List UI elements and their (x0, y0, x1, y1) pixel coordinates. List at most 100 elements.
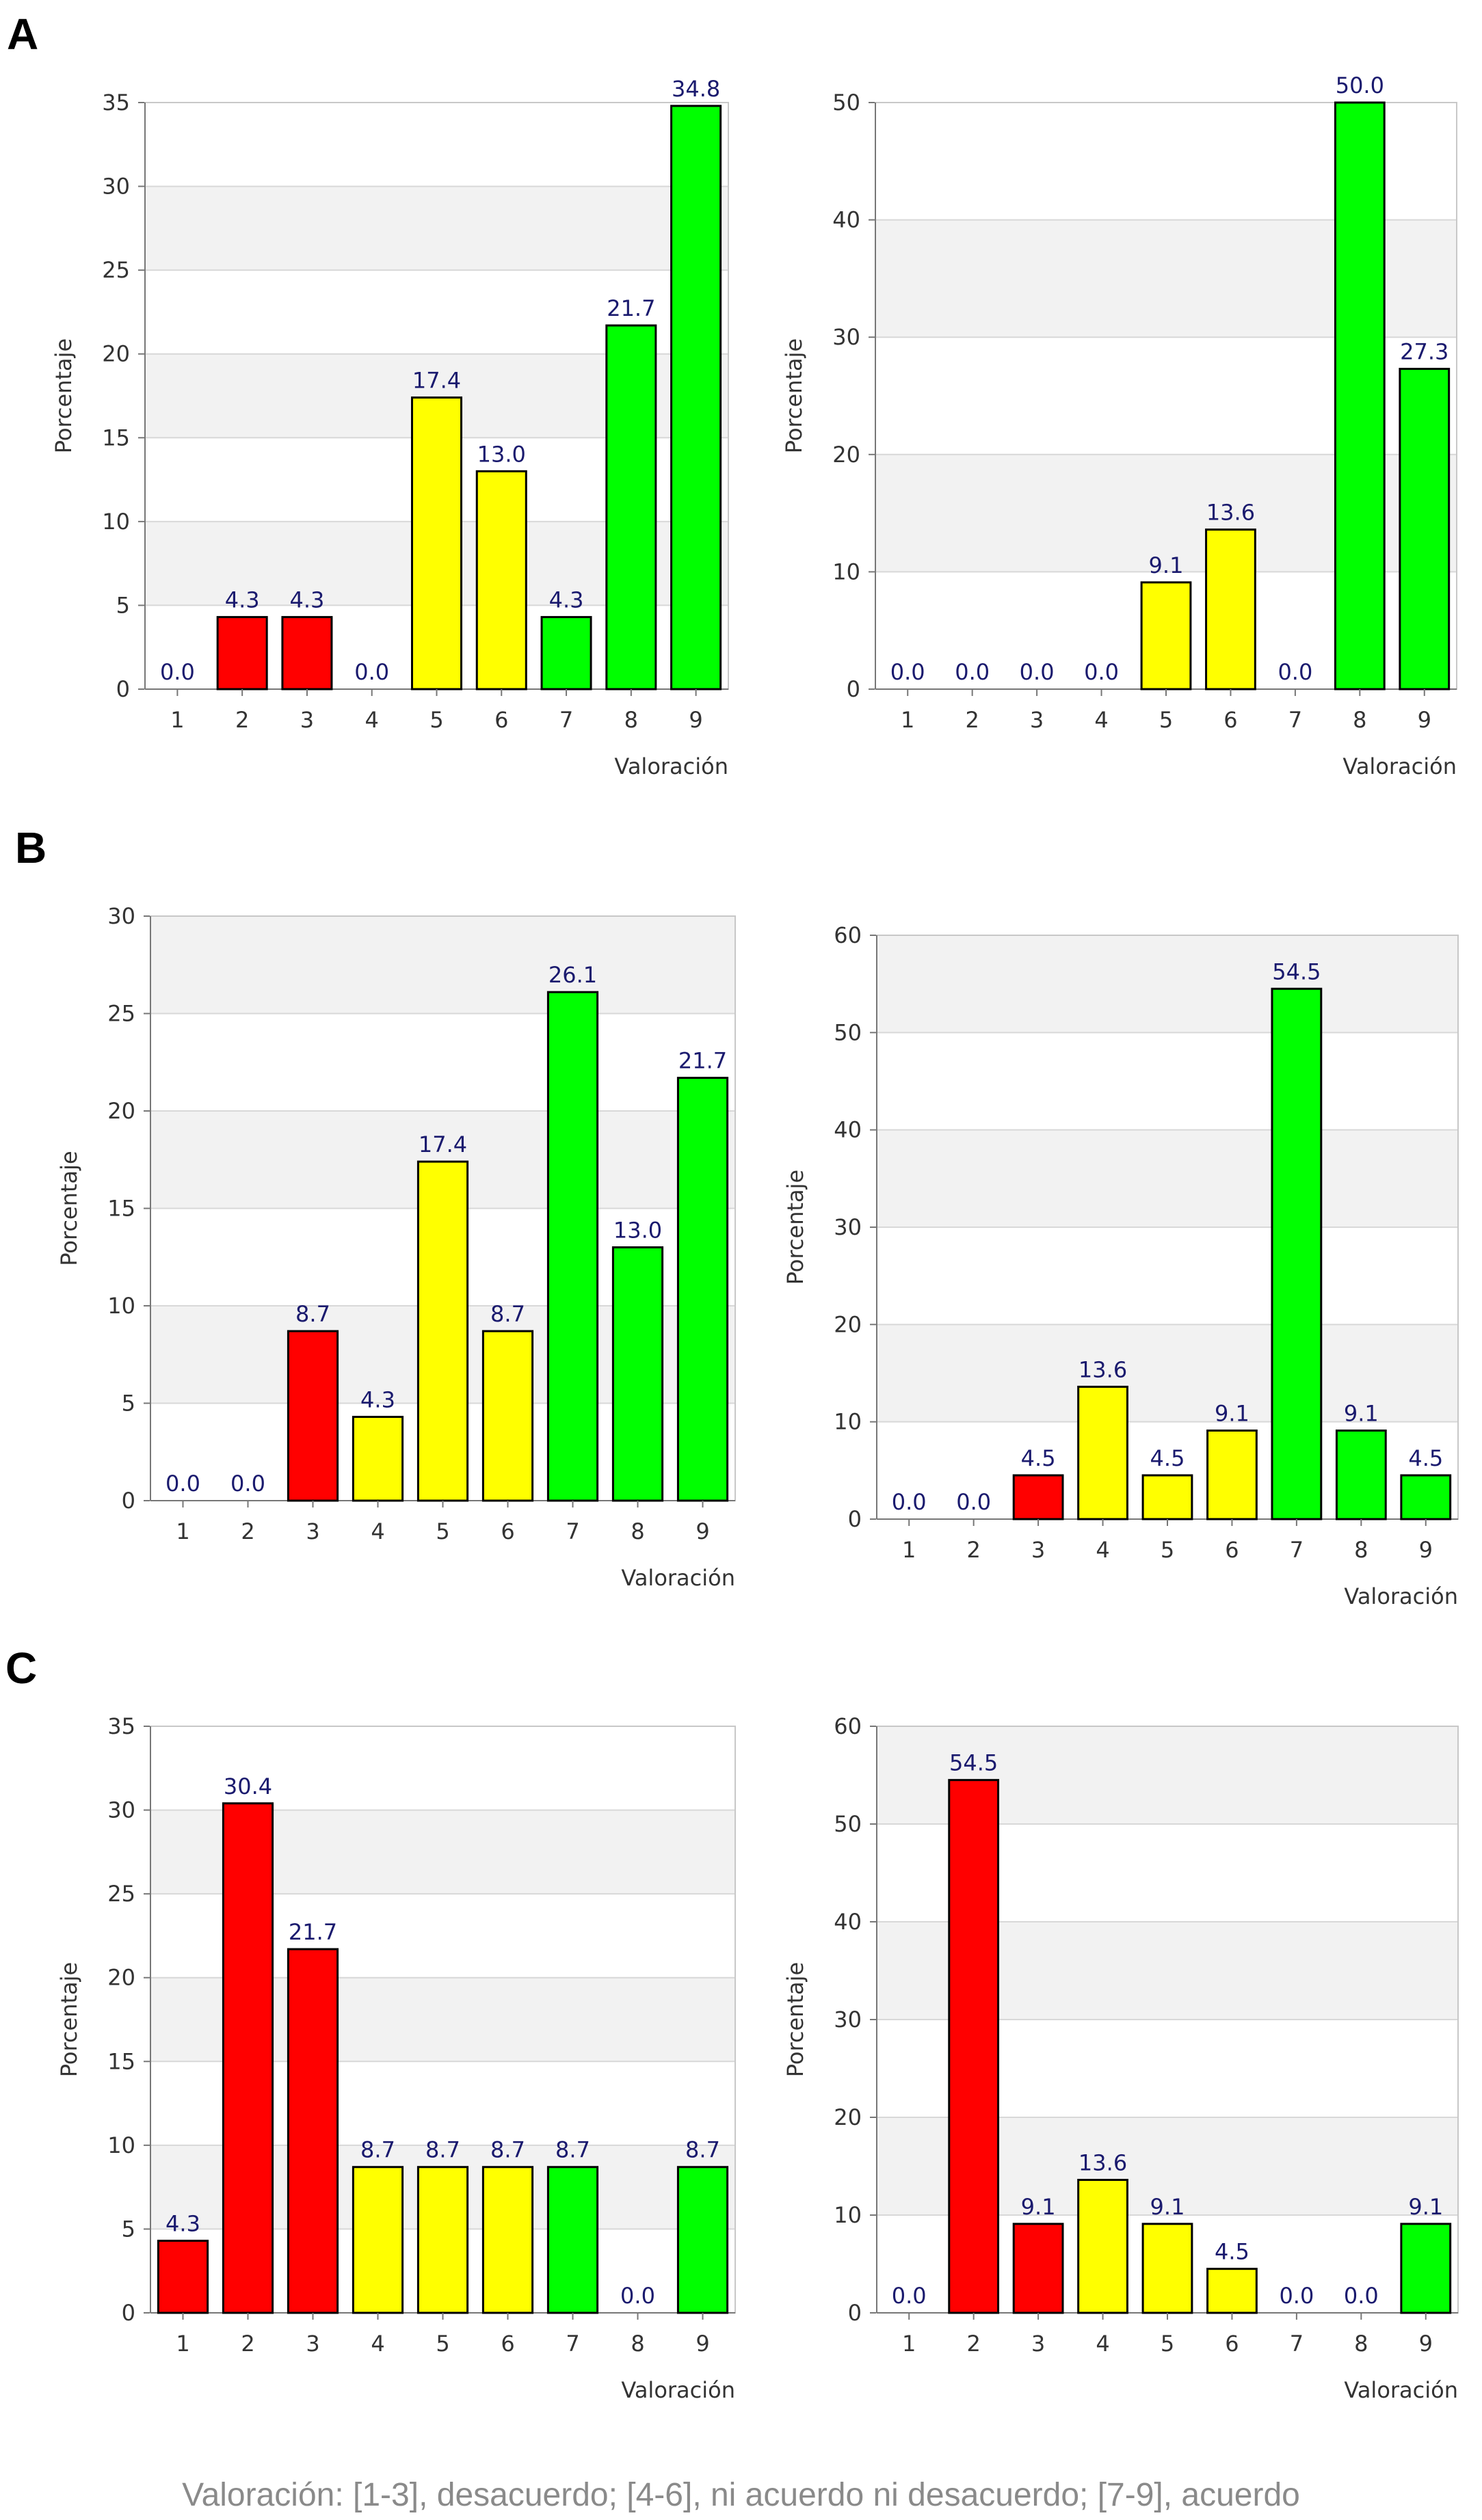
y-tick-label: 5 (122, 1391, 135, 1417)
data-label-5: 4.5 (1150, 1445, 1185, 1471)
data-label-3: 21.7 (289, 1919, 337, 1945)
y-tick-label: 50 (834, 1019, 862, 1045)
bar-5 (1140, 581, 1192, 691)
y-tick-label: 30 (107, 903, 135, 929)
x-tick-label: 8 (1354, 1537, 1368, 1563)
y-tick-label: 15 (107, 2048, 135, 2074)
x-tick-label: 1 (902, 2331, 916, 2357)
y-axis-title: Porcentaje (51, 338, 77, 453)
grid-band (877, 1129, 1458, 1227)
bar-5 (1141, 1474, 1193, 1520)
x-tick-label: 6 (1223, 707, 1237, 733)
data-label-7: 54.5 (1272, 959, 1321, 984)
panel-label: B (15, 823, 47, 872)
x-tick-label: 4 (365, 707, 379, 733)
data-label-8: 21.7 (607, 295, 655, 321)
bar-3 (1012, 2223, 1064, 2314)
data-label-9: 4.5 (1408, 1445, 1443, 1471)
data-label-4: 4.3 (360, 1386, 395, 1412)
x-tick-label: 7 (559, 707, 573, 733)
bar-8 (1334, 101, 1386, 691)
bar-6 (481, 1330, 534, 1502)
data-label-3: 4.3 (289, 587, 324, 613)
y-tick-label: 10 (832, 559, 860, 585)
data-label-2: 30.4 (224, 1773, 272, 1799)
data-label-8: 0.0 (620, 2283, 655, 2309)
data-label-1: 4.3 (166, 2211, 200, 2237)
y-tick-label: 60 (834, 922, 862, 948)
bar-8 (1335, 1429, 1387, 1520)
bar-2 (216, 616, 268, 691)
y-tick-label: 20 (102, 341, 130, 367)
x-tick-label: 3 (1031, 2331, 1045, 2357)
data-label-7: 0.0 (1279, 2283, 1314, 2309)
bar-8 (611, 1246, 664, 1502)
x-tick-label: 6 (501, 2331, 514, 2357)
y-tick-label: 5 (116, 592, 130, 618)
data-label-7: 0.0 (1278, 659, 1312, 685)
y-tick-label: 0 (116, 676, 130, 702)
data-label-8: 50.0 (1336, 72, 1384, 98)
bar-6 (475, 470, 527, 691)
bar-3 (281, 616, 333, 691)
x-tick-label: 1 (176, 1518, 189, 1544)
y-tick-label: 15 (107, 1196, 135, 1222)
data-label-6: 13.0 (477, 441, 526, 467)
data-label-3: 9.1 (1021, 2194, 1056, 2220)
x-tick-label: 3 (1030, 707, 1044, 733)
data-label-8: 9.1 (1344, 1400, 1379, 1426)
bar-6 (481, 2166, 534, 2314)
bar-9 (676, 1077, 729, 1502)
y-tick-label: 20 (834, 1311, 862, 1337)
y-tick-label: 10 (834, 1409, 862, 1435)
data-label-5: 17.4 (412, 367, 461, 393)
x-tick-label: 4 (371, 2331, 384, 2357)
bar-9 (1399, 368, 1451, 691)
x-axis-title: Valoración (1344, 2377, 1458, 2403)
data-label-1: 0.0 (892, 2283, 927, 2309)
data-label-9: 8.7 (685, 2137, 720, 2163)
x-tick-label: 8 (1354, 2331, 1368, 2357)
y-tick-label: 30 (832, 324, 860, 350)
x-tick-label: 7 (1288, 707, 1302, 733)
x-tick-label: 2 (241, 1518, 254, 1544)
y-tick-label: 0 (848, 2300, 862, 2326)
x-axis-title: Valoración (621, 2377, 735, 2403)
y-tick-label: 20 (107, 1965, 135, 1991)
x-tick-label: 6 (501, 1518, 514, 1544)
y-tick-label: 0 (848, 1506, 862, 1532)
y-tick-label: 40 (832, 207, 860, 233)
y-tick-label: 0 (122, 2300, 135, 2326)
x-axis-title: Valoración (614, 753, 728, 779)
x-tick-label: 7 (566, 2331, 579, 2357)
data-label-6: 8.7 (490, 2137, 525, 2163)
bar-8 (605, 324, 657, 691)
data-label-6: 13.6 (1206, 500, 1255, 526)
bar-5 (416, 1160, 469, 1502)
x-tick-label: 6 (494, 707, 508, 733)
y-tick-label: 20 (832, 442, 860, 468)
y-tick-label: 40 (834, 1117, 862, 1143)
y-tick-label: 0 (847, 676, 860, 702)
bar-5 (410, 396, 463, 691)
y-tick-label: 10 (107, 2132, 135, 2158)
data-label-7: 26.1 (548, 962, 597, 988)
x-axis-title: Valoración (1344, 1583, 1458, 1609)
y-tick-label: 25 (107, 1881, 135, 1907)
figure-caption: Valoración: [1-3], desacuerdo; [4-6], ni… (182, 2477, 1300, 2513)
x-tick-label: 2 (966, 2331, 980, 2357)
bar-4 (1077, 2179, 1128, 2314)
data-label-1: 0.0 (890, 659, 925, 685)
data-label-1: 0.0 (166, 1471, 200, 1497)
data-label-4: 8.7 (360, 2137, 395, 2163)
x-tick-label: 5 (1161, 1537, 1174, 1563)
data-label-2: 4.3 (225, 587, 260, 613)
x-tick-label: 7 (566, 1518, 579, 1544)
data-label-9: 27.3 (1400, 339, 1448, 365)
x-tick-label: 2 (965, 707, 979, 733)
data-label-6: 4.5 (1215, 2239, 1249, 2265)
x-tick-label: 3 (1031, 1537, 1045, 1563)
y-tick-label: 30 (102, 174, 130, 200)
data-label-2: 0.0 (955, 659, 990, 685)
